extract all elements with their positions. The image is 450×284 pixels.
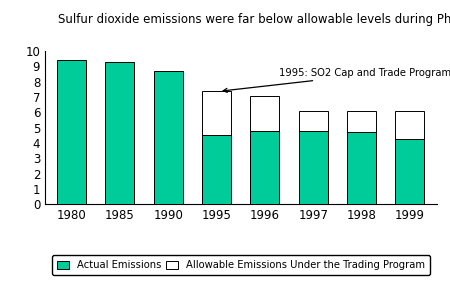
Bar (347, 111, 376, 204)
Legend: Actual Emissions, Allowable Emissions Under the Trading Program: Actual Emissions, Allowable Emissions Un… (52, 256, 430, 275)
Bar (57, 60, 86, 204)
Bar (202, 135, 231, 204)
Bar (250, 131, 279, 204)
Text: 1995: SO2 Cap and Trade Program Begins: 1995: SO2 Cap and Trade Program Begins (223, 68, 450, 92)
Bar (347, 132, 376, 204)
Bar (105, 62, 135, 204)
Bar (250, 96, 279, 204)
Text: Sulfur dioxide emissions were far below allowable levels during Phase I.: Sulfur dioxide emissions were far below … (58, 12, 450, 26)
Bar (202, 91, 231, 204)
Bar (154, 71, 183, 204)
Bar (299, 111, 328, 204)
Bar (396, 111, 424, 204)
Bar (396, 139, 424, 204)
Bar (299, 131, 328, 204)
